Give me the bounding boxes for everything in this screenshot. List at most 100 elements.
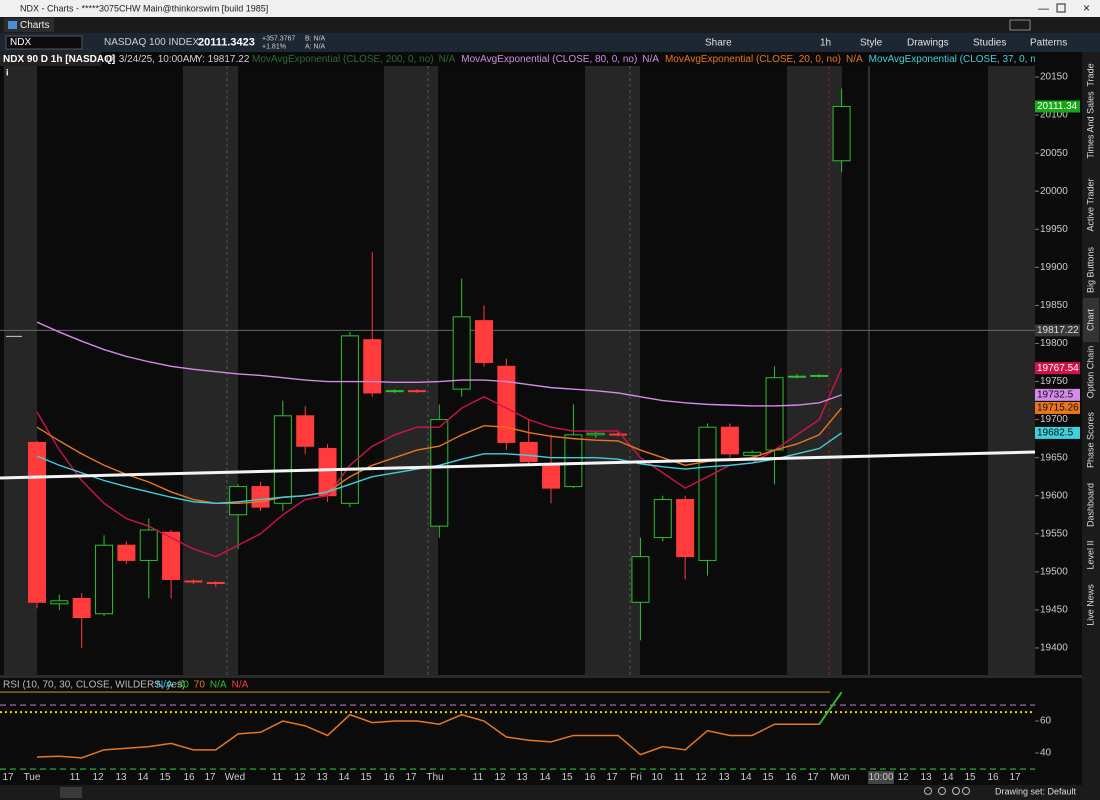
study-legend[interactable]: MovAvgExponential (CLOSE, 200, 0, no) [252, 54, 434, 65]
toolbar-button[interactable]: 1h [820, 38, 831, 49]
maximize[interactable] [1056, 3, 1066, 13]
time-label: 14 [740, 772, 752, 783]
pct-change: +1.81% [262, 43, 286, 50]
candle-body [743, 451, 762, 456]
time-label: 12 [897, 772, 909, 783]
toolbar-button[interactable]: Drawings [907, 38, 949, 49]
rsi-legend-item: N/A [210, 680, 227, 691]
time-label: 15 [561, 772, 573, 783]
side-tab[interactable]: Trade [1085, 63, 1095, 86]
toolbar-button[interactable]: Patterns [1030, 38, 1067, 49]
toolbar-button[interactable]: Studies [973, 38, 1006, 49]
toolbar-button[interactable]: Share [705, 38, 732, 49]
rsi-legend-item: N/A [232, 680, 249, 691]
candle-body [184, 580, 203, 583]
candle-body [586, 432, 605, 436]
net-change: +357.3767 [262, 35, 295, 42]
rsi-legend-item: N/A [156, 680, 173, 691]
last-price: 20111.3423 [198, 36, 255, 48]
y-tick-label: 19750 [1040, 376, 1068, 387]
time-label: 16 [785, 772, 797, 783]
rsi-legend[interactable]: RSI (10, 70, 30, CLOSE, WILDERS, yes) [3, 680, 185, 691]
time-label: 14 [137, 772, 149, 783]
bid: B: N/A [305, 35, 326, 42]
minimize[interactable]: — [1038, 3, 1049, 15]
drawing-set[interactable]: Drawing set: Default [995, 786, 1077, 796]
time-label: 11 [473, 772, 484, 783]
study-legend[interactable]: MovAvgExponential (CLOSE, 80, 0, no) [461, 54, 637, 65]
candle-body [385, 390, 404, 393]
time-label: Wed [225, 772, 245, 783]
zoom-controls[interactable] [924, 787, 970, 795]
time-label: 13 [115, 772, 127, 783]
info-icon[interactable]: i [6, 67, 9, 77]
time-label: 11 [674, 772, 685, 783]
price-label: 19817.22 [1037, 325, 1079, 336]
candle-body [609, 433, 628, 436]
window-icon [1009, 19, 1031, 31]
time-label: 11 [272, 772, 283, 783]
time-label: 11 [70, 772, 81, 783]
study-legend[interactable]: MovAvgExponential (CLOSE, 37, 0, no) [869, 54, 1045, 65]
candle-body [542, 464, 561, 489]
rsi-legend-item: 30 [178, 680, 190, 691]
tab-icon [8, 21, 17, 29]
y-tick-label: 20100 [1040, 110, 1068, 121]
candle-body [162, 531, 181, 580]
side-tab[interactable]: Chart [1085, 309, 1095, 332]
time-label: Thu [426, 772, 443, 783]
candle-body [720, 426, 739, 455]
study-legend[interactable]: MovAvgExponential (CLOSE, 20, 0, no) [665, 54, 841, 65]
window-title: NDX - Charts - *****3075CHW Main@thinkor… [20, 3, 268, 13]
time-label: 15 [762, 772, 774, 783]
plot-area [0, 66, 1035, 675]
y-tick-label: 19400 [1040, 643, 1068, 654]
toolbar [0, 33, 1100, 52]
side-tab[interactable]: Times And Sales [1085, 91, 1095, 159]
side-tab[interactable]: Option Chain [1085, 346, 1095, 399]
candle-body [340, 335, 359, 504]
y-tick-label: 19650 [1040, 452, 1068, 463]
time-label: 16 [987, 772, 999, 783]
y-tick-label: 20050 [1040, 148, 1068, 159]
candle-body [452, 316, 471, 390]
price-label: 19682.5 [1037, 428, 1074, 439]
close[interactable]: × [1083, 1, 1090, 15]
time-label: 15 [159, 772, 171, 783]
price-label-bg [1035, 362, 1080, 375]
side-tab[interactable]: Live News [1085, 584, 1095, 626]
y-tick-label: 19950 [1040, 224, 1068, 235]
rsi-y-tick-label: 60 [1040, 716, 1052, 727]
chart-title-box [0, 52, 101, 66]
side-tab[interactable]: Dashboard [1085, 483, 1095, 527]
time-label: 13 [718, 772, 730, 783]
tab-strip [0, 17, 1100, 33]
rsi-overbought-segment [818, 691, 843, 725]
toolbar-button[interactable]: Style [860, 38, 883, 49]
time-label: 14 [942, 772, 954, 783]
side-tab-active [1083, 298, 1099, 342]
side-tab[interactable]: Big Buttons [1085, 246, 1095, 293]
time-axis [0, 770, 1082, 785]
scroll-thumb[interactable] [60, 787, 82, 798]
symbol-description: NASDAQ 100 INDEX [104, 37, 199, 48]
time-label: 13 [316, 772, 328, 783]
side-tab[interactable]: Level II [1085, 540, 1095, 569]
price-label-bg [1035, 388, 1080, 401]
candle-body [631, 556, 650, 603]
symbol-box[interactable] [5, 35, 83, 50]
y-tick-label: 19450 [1040, 605, 1068, 616]
side-tab[interactable]: Phase Scores [1085, 411, 1095, 468]
price-label-bg [1035, 324, 1080, 337]
side-tab[interactable]: Active Trader [1085, 178, 1095, 231]
ask: A: N/A [305, 43, 326, 50]
y-tick-label: 19500 [1040, 566, 1068, 577]
time-label: 12 [294, 772, 306, 783]
price-label: 20111.34 [1037, 101, 1078, 112]
cursor-date: D: 3/24/25, 10:00AM [106, 54, 198, 65]
candle-body [810, 374, 829, 377]
candle-body [787, 375, 806, 378]
price-label-bg [1035, 426, 1080, 439]
trend-line-drawing[interactable] [0, 450, 1036, 480]
rsi-legend-item: 70 [194, 680, 206, 691]
